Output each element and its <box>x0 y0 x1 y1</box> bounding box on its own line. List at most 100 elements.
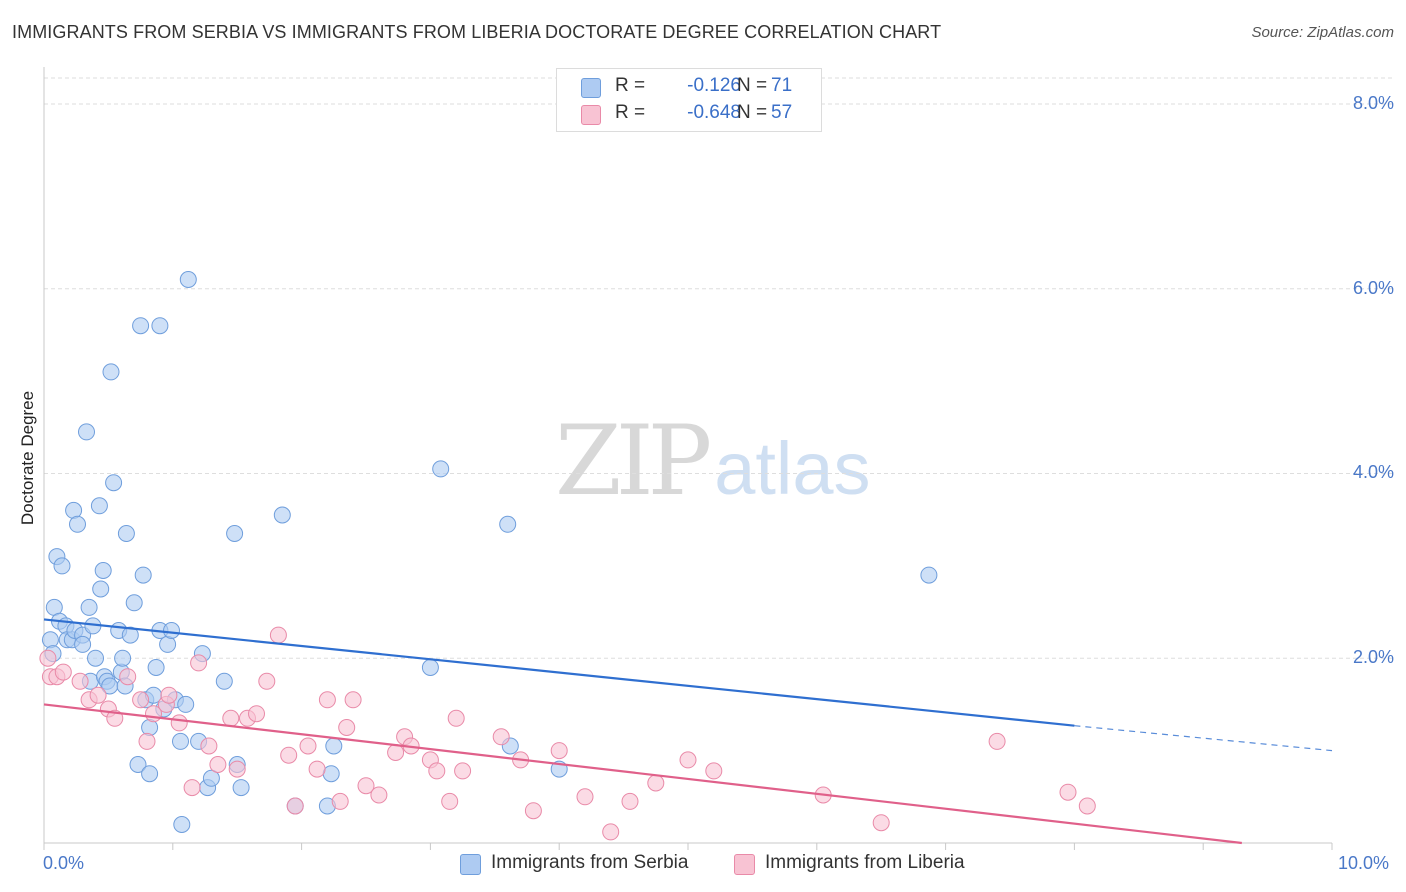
legend-n-value-serbia: 71 <box>771 75 793 96</box>
y-tick-label-1: 4.0% <box>1352 462 1394 483</box>
liberia-point <box>647 774 665 792</box>
serbia-point <box>421 659 439 676</box>
liberia-point <box>1078 797 1096 815</box>
serbia-point <box>499 515 517 533</box>
serbia-trend-extension <box>1074 725 1333 752</box>
liberia-point <box>209 756 227 773</box>
liberia-point <box>308 760 326 778</box>
liberia-point <box>132 691 150 709</box>
legend-r-value-liberia: -0.648 <box>687 102 741 123</box>
liberia-point <box>183 779 201 797</box>
liberia-point <box>286 797 304 815</box>
serbia-point <box>202 769 220 787</box>
serbia-point <box>69 515 86 533</box>
liberia-point <box>387 744 405 761</box>
liberia-point <box>170 714 188 732</box>
liberia-point <box>138 732 156 750</box>
serbia-point <box>151 317 169 335</box>
liberia-point <box>318 691 336 709</box>
chart-title: IMMIGRANTS FROM SERBIA VS IMMIGRANTS FRO… <box>12 22 942 42</box>
serbia-point <box>273 506 291 524</box>
legend-r-label: R = <box>615 75 646 96</box>
serbia-point <box>147 659 165 676</box>
y-tick-label-2: 6.0% <box>1352 277 1394 298</box>
liberia-point <box>54 663 72 681</box>
liberia-point <box>228 760 246 778</box>
grid-lines <box>44 77 1392 659</box>
liberia-point <box>331 792 349 810</box>
serbia-point <box>163 622 180 639</box>
y-tick-label-0: 2.0% <box>1352 647 1394 668</box>
liberia-point <box>160 686 178 704</box>
serbia-point <box>80 598 98 616</box>
serbia-point <box>125 594 143 612</box>
serbia-point <box>134 566 152 584</box>
liberia-point <box>872 814 890 832</box>
liberia-point <box>524 802 542 820</box>
liberia-point <box>338 719 356 736</box>
serbia-point <box>215 672 233 690</box>
liberia-point <box>550 742 568 760</box>
serbia-point <box>102 363 120 381</box>
serbia-point <box>132 317 150 335</box>
serbia-point <box>78 423 95 441</box>
legend-swatch-serbia <box>460 854 481 875</box>
liberia-point <box>454 762 472 780</box>
legend-swatch-serbia <box>581 78 601 98</box>
liberia-point <box>248 705 265 723</box>
source-credit: Source: ZipAtlas.com <box>1251 24 1394 41</box>
correlation-legend: R = -0.126 N = 71 R = -0.648 N = 57 <box>556 68 822 132</box>
watermark: ZIP atlas <box>555 405 871 517</box>
liberia-point <box>679 751 697 769</box>
trend-lines <box>43 618 1333 845</box>
legend-label-liberia: Immigrants from Liberia <box>765 852 965 873</box>
liberia-point <box>492 728 510 746</box>
serbia-point <box>920 566 938 584</box>
liberia-points <box>39 626 1096 841</box>
liberia-point <box>441 792 459 810</box>
legend-swatch-liberia <box>734 854 755 875</box>
serbia-point <box>177 695 195 713</box>
serbia-point <box>173 816 191 833</box>
axes <box>43 67 1333 850</box>
legend-n-label: N = <box>737 102 768 123</box>
liberia-point <box>370 786 388 804</box>
y-axis-label: Doctorate Degree <box>18 390 37 526</box>
x-tick-label-min: 0.0% <box>43 853 85 873</box>
serbia-point <box>325 737 343 755</box>
legend-r-label: R = <box>615 102 646 123</box>
serbia-point <box>232 779 250 797</box>
liberia-point <box>222 709 240 727</box>
liberia-point <box>269 626 287 644</box>
serbia-point <box>117 525 135 542</box>
serbia-trend-line <box>43 618 1075 727</box>
serbia-point <box>432 460 450 478</box>
liberia-point <box>200 737 218 755</box>
watermark-zip: ZIP <box>555 405 712 517</box>
liberia-point <box>190 654 208 672</box>
serbia-point <box>121 626 139 644</box>
liberia-point <box>1059 783 1077 801</box>
legend-swatch-liberia <box>581 105 601 125</box>
serbia-point <box>141 765 159 783</box>
liberia-point <box>344 691 362 709</box>
serbia-point <box>114 649 132 667</box>
liberia-point <box>621 792 639 810</box>
serbia-points <box>41 271 938 833</box>
liberia-point <box>705 762 723 780</box>
liberia-point <box>106 709 124 727</box>
serbia-point <box>74 635 92 653</box>
liberia-point <box>447 709 465 727</box>
serbia-point <box>179 271 197 288</box>
legend-n-label: N = <box>737 75 768 96</box>
series-legend: Immigrants from Serbia Immigrants from L… <box>0 852 1406 878</box>
legend-n-value-liberia: 57 <box>771 102 793 123</box>
liberia-point <box>89 686 107 704</box>
x-tick-label-max: 10.0% <box>1338 853 1390 873</box>
liberia-point <box>602 823 620 841</box>
serbia-point <box>226 525 244 542</box>
serbia-point <box>172 732 189 750</box>
legend-label-serbia: Immigrants from Serbia <box>491 852 689 873</box>
liberia-point <box>299 737 317 755</box>
